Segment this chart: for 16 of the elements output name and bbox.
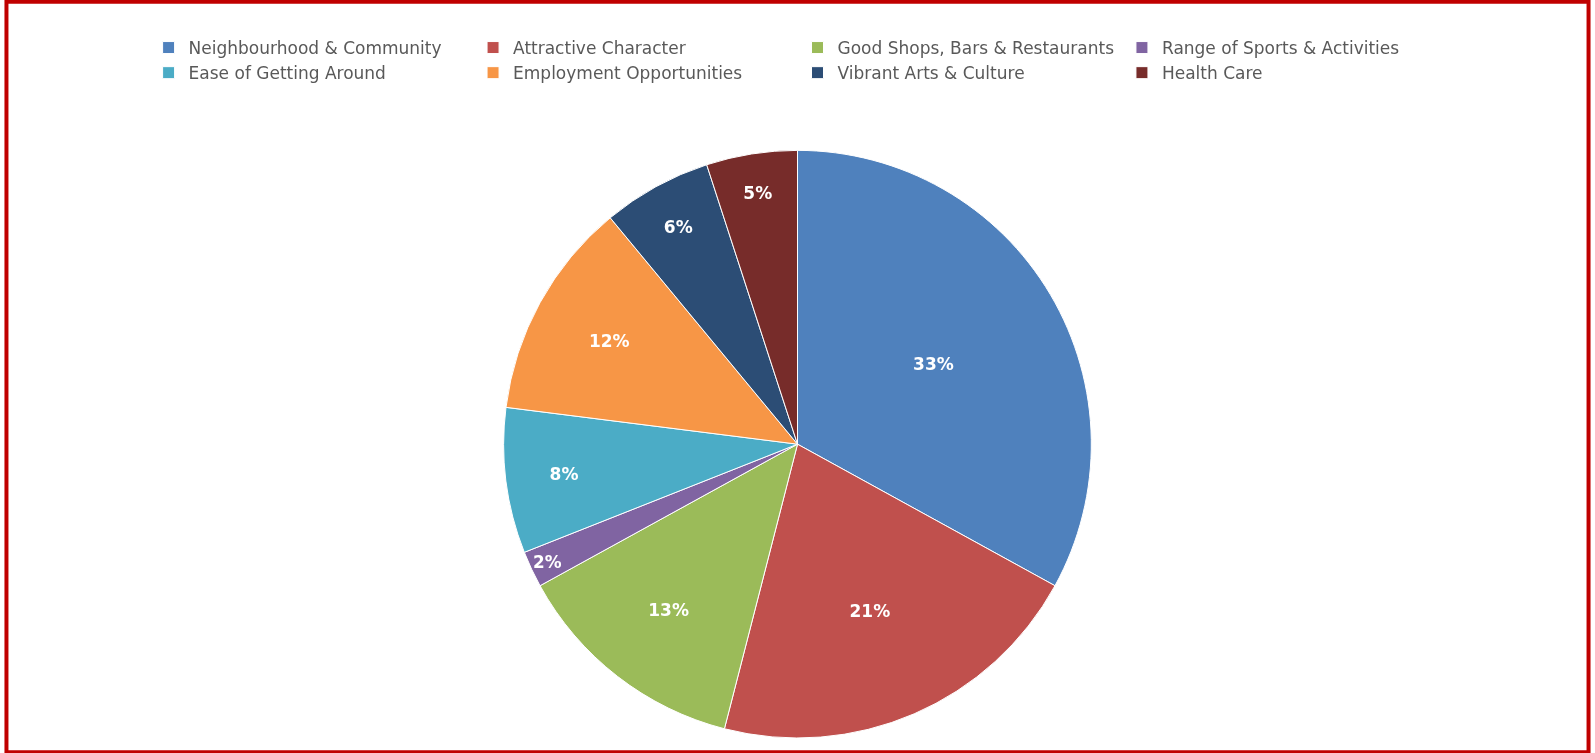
legend-label: Ease of Getting Around bbox=[188, 63, 386, 84]
data-label: 8% bbox=[549, 463, 579, 484]
legend-label: Attractive Character bbox=[513, 38, 686, 59]
legend-label: Health Care bbox=[1161, 63, 1263, 84]
legend-label: Good Shops, Bars & Restaurants bbox=[837, 38, 1115, 59]
data-label: 5% bbox=[743, 183, 773, 204]
data-label: 12% bbox=[588, 330, 630, 351]
legend-label: Vibrant Arts & Culture bbox=[837, 63, 1025, 84]
data-label: 13% bbox=[648, 600, 689, 621]
legend-label: Neighbourhood & Community bbox=[188, 38, 442, 59]
data-label: 6% bbox=[663, 217, 693, 238]
data-label: 33% bbox=[913, 353, 954, 374]
legend-label: Employment Opportunities bbox=[513, 63, 743, 84]
data-label: 2% bbox=[533, 551, 562, 572]
data-label: 21% bbox=[849, 601, 891, 622]
legend-label: Range of Sports & Activities bbox=[1161, 38, 1400, 59]
